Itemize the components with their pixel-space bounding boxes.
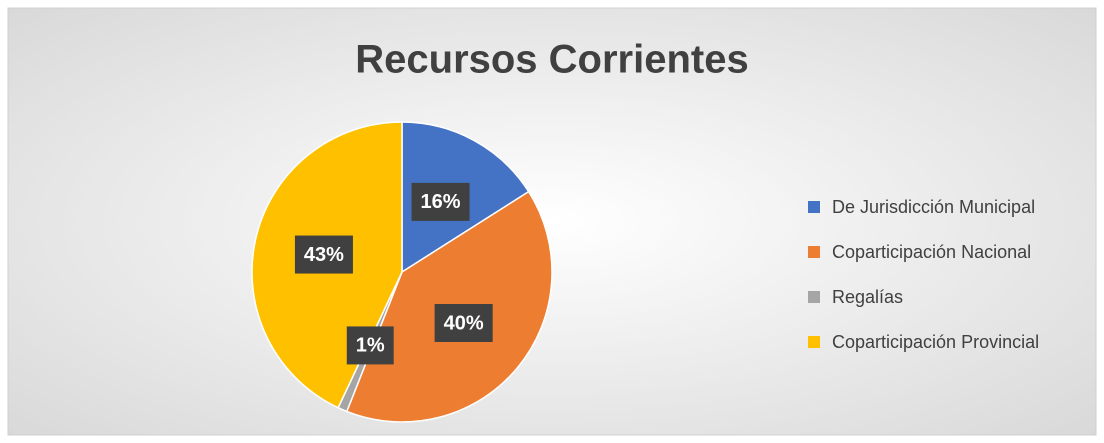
data-label: 43% bbox=[304, 244, 344, 266]
data-label-box bbox=[346, 326, 394, 365]
data-label: 16% bbox=[421, 191, 461, 213]
legend-swatch bbox=[808, 246, 820, 258]
chart-frame bbox=[7, 7, 1097, 436]
data-label-box bbox=[294, 235, 353, 274]
legend-label: Regalías bbox=[832, 287, 903, 307]
legend-label: Coparticipación Provincial bbox=[832, 332, 1039, 352]
legend-label: De Jurisdicción Municipal bbox=[832, 197, 1035, 217]
data-label: 1% bbox=[356, 335, 385, 357]
data-label: 40% bbox=[444, 312, 484, 334]
legend-label: Coparticipación Nacional bbox=[832, 242, 1031, 262]
legend-swatch bbox=[808, 201, 820, 213]
data-label-box bbox=[411, 182, 470, 221]
legend-swatch bbox=[808, 291, 820, 303]
data-label-box bbox=[434, 303, 493, 342]
legend-swatch bbox=[808, 336, 820, 348]
chart-title: Recursos Corrientes bbox=[355, 38, 748, 82]
